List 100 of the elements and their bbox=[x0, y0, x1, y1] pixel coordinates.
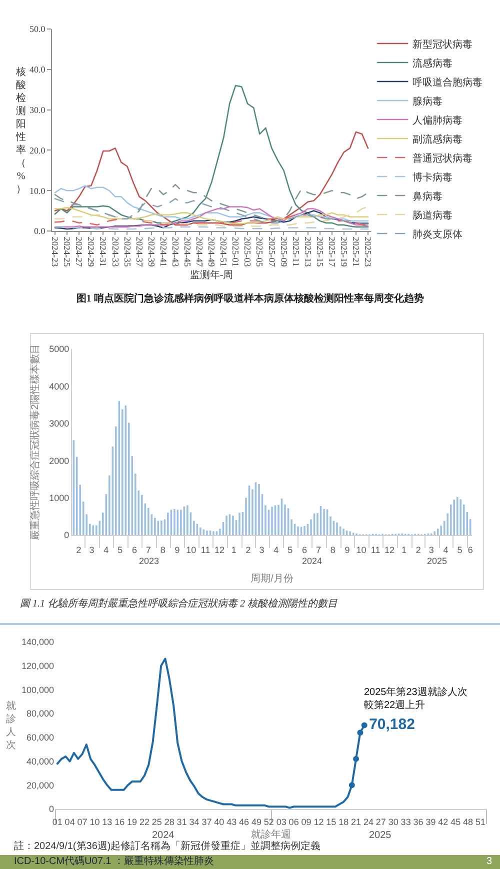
y-tick-label: 100,000 bbox=[21, 684, 54, 695]
x-tick-label: 46 bbox=[239, 816, 250, 827]
x-tick-label: 19 bbox=[127, 816, 138, 827]
x-tick-label: 15 bbox=[326, 816, 336, 827]
x-tick-label: 10 bbox=[90, 816, 100, 827]
x-tick-label: 7 bbox=[146, 544, 151, 555]
x-tick-label: 4 bbox=[443, 544, 448, 555]
x-tick-label: 8 bbox=[160, 544, 166, 555]
x-tick-label: 37 bbox=[202, 816, 212, 827]
x-tick-label: 2025-11 bbox=[290, 236, 301, 266]
y-tick-label: 4000 bbox=[49, 381, 70, 392]
y-axis-title: 就診人次 bbox=[6, 700, 16, 751]
legend-label: 新型冠状病毒 bbox=[412, 38, 473, 50]
x-tick-label: 2025-19 bbox=[338, 236, 349, 268]
text: 2024 bbox=[302, 556, 322, 566]
line-series bbox=[54, 84, 369, 228]
annotation: 2025年第23週就診人次較第22週上升 bbox=[364, 686, 468, 711]
x-tick-label: 25 bbox=[152, 816, 162, 827]
x-tick-label: 2024-47 bbox=[194, 236, 205, 268]
x-tick-label: 5 bbox=[457, 544, 462, 555]
data-label: 70,182 bbox=[369, 716, 415, 734]
point bbox=[353, 756, 360, 762]
x-tick-label: 2024-29 bbox=[86, 236, 96, 268]
y-tick-label: 2000 bbox=[49, 456, 70, 466]
y-tick-label: 0 bbox=[48, 804, 54, 814]
x-tick-label: 2024-37 bbox=[134, 236, 144, 268]
legend-label: 副流感病毒 bbox=[412, 133, 463, 146]
x-tick-label: 2024-33 bbox=[110, 236, 120, 268]
x-tick-label: 27 bbox=[376, 816, 386, 827]
x-tick-label: 52 bbox=[264, 816, 274, 827]
y-tick-label: 20,000 bbox=[26, 780, 54, 790]
x-tick-label: 2025-09 bbox=[278, 236, 289, 268]
x-tick-label: 8 bbox=[330, 544, 336, 555]
text: 2024 bbox=[152, 830, 175, 841]
text: 2023 bbox=[139, 556, 160, 566]
x-tick-label: 2024-41 bbox=[158, 236, 168, 267]
x-tick-label: 4 bbox=[274, 544, 279, 555]
x-tick-label: 13 bbox=[102, 816, 112, 827]
text: 核酸检测阳性率（%） bbox=[16, 67, 26, 195]
x-axis-title: 周期/月份 bbox=[250, 572, 294, 584]
legend-label: 肺炎支原体 bbox=[412, 228, 463, 240]
x-tick-label: 51 bbox=[475, 816, 486, 827]
x-tick-label: 2024-39 bbox=[146, 236, 156, 268]
x-tick-label: 34 bbox=[189, 816, 200, 827]
x-tick-label: 09 bbox=[301, 816, 312, 827]
x-tick-label: 04 bbox=[64, 816, 75, 827]
x-tick-label: 1 bbox=[401, 544, 406, 555]
x-tick-label: 12 bbox=[384, 544, 395, 555]
x-tick-label: 45 bbox=[450, 816, 461, 827]
y-tick-label: 60,000 bbox=[26, 732, 54, 743]
x-tick-label: 2025-01 bbox=[230, 236, 241, 267]
x-tick-label: 16 bbox=[114, 816, 125, 827]
x-tick-label: 2 bbox=[76, 544, 82, 555]
x-tick-label: 36 bbox=[413, 816, 424, 827]
x-tick-label: 39 bbox=[426, 816, 436, 827]
x-tick-label: 6 bbox=[302, 544, 308, 555]
x-tick-label: 2025-07 bbox=[266, 236, 277, 268]
x-tick-label: 2 bbox=[246, 544, 251, 555]
x-tick-label: 2025-03 bbox=[242, 236, 253, 268]
text: ICD-10-CM代碼U07.1 ：嚴重特殊傳染性肺炎 bbox=[14, 856, 214, 867]
x-tick-label: 40 bbox=[214, 816, 224, 827]
y-tick-label: 1000 bbox=[49, 492, 70, 503]
x-tick-label: 11 bbox=[200, 544, 210, 555]
y-tick-label: 5000 bbox=[49, 344, 70, 354]
legend-label: 普通冠状病毒 bbox=[412, 152, 473, 164]
legend-label: 人偏肺病毒 bbox=[412, 114, 463, 126]
legend-label: 博卡病毒 bbox=[412, 171, 453, 184]
x-tick-label: 9 bbox=[174, 544, 180, 555]
x-tick-label: 01 bbox=[52, 816, 62, 827]
x-tick-label: 3 bbox=[89, 544, 94, 555]
y-tick-label: 40,000 bbox=[26, 756, 54, 766]
x-tick-label: 28 bbox=[164, 816, 174, 827]
x-tick-label: 12 bbox=[214, 544, 225, 555]
y-tick-label: 0 bbox=[64, 530, 70, 540]
y-tick-label: 30.0 bbox=[29, 104, 46, 115]
x-tick-label: 2024-43 bbox=[170, 236, 180, 268]
x-tick-label: 30 bbox=[388, 816, 398, 827]
legend-label: 呼吸道合胞病毒 bbox=[412, 76, 483, 88]
point bbox=[357, 730, 364, 736]
x-tick-label: 31 bbox=[176, 816, 187, 827]
y-tick-label: 10.0 bbox=[29, 186, 46, 196]
x-tick-label: 2 bbox=[416, 544, 421, 555]
point bbox=[348, 782, 355, 788]
y-tick-label: 140,000 bbox=[21, 637, 54, 648]
x-tick-label: 5 bbox=[118, 544, 123, 555]
x-tick-label: 7 bbox=[316, 544, 321, 555]
x-tick-label: 07 bbox=[77, 816, 88, 827]
x-tick-label: 06 bbox=[288, 816, 299, 827]
text: 註：2024/9/1(第36週)起修訂名稱為「新冠併發重症」並調整病例定義 bbox=[14, 841, 321, 852]
x-tick-label: 2024-23 bbox=[50, 236, 60, 268]
x-tick-label: 03 bbox=[276, 816, 286, 827]
x-tick-label: 2024-51 bbox=[218, 236, 229, 267]
text: 图1 哨点医院门急诊流感样病例呼吸道样本病原体核酸检测阳性率每周变化趋势 bbox=[76, 292, 424, 304]
line-series bbox=[54, 131, 369, 226]
x-tick-label: 24 bbox=[363, 816, 374, 827]
x-tick-label: 5 bbox=[288, 544, 293, 555]
x-tick-label: 2024-45 bbox=[182, 236, 192, 268]
text: 2025 bbox=[427, 556, 448, 566]
x-tick-label: 2024-35 bbox=[122, 236, 132, 268]
x-tick-label: 22 bbox=[139, 816, 150, 827]
